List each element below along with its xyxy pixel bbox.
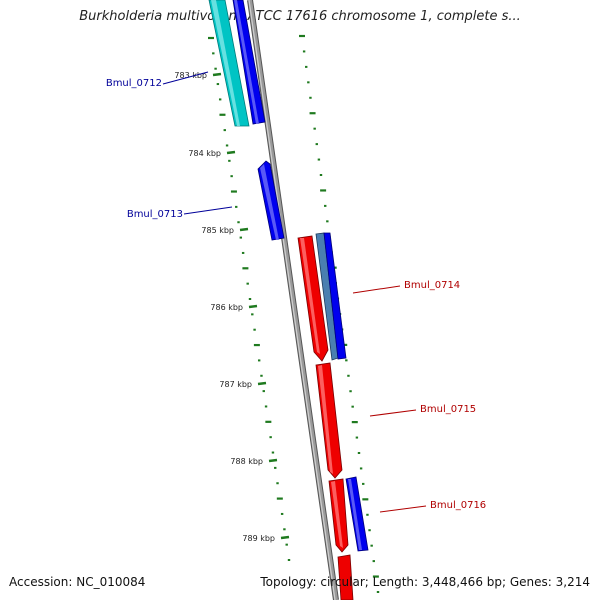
tick-6: 788 kbp (230, 457, 278, 466)
gene-label-bmul-0716[interactable]: Bmul_0716 (379, 500, 486, 513)
tick-label: 784 kbp (188, 149, 221, 158)
gene-feature-bmul-0716-red-highlight (331, 481, 343, 548)
gene-feature-next[interactable] (337, 554, 354, 600)
leader-line (352, 285, 401, 294)
gene-name: Bmul_0715 (420, 404, 476, 415)
tick-4: 786 kbp (210, 303, 258, 312)
leader-line (379, 505, 427, 513)
tick-label: 786 kbp (210, 303, 243, 312)
accession-text: Accession: NC_010084 (9, 575, 146, 589)
gene-labels: Bmul_0712 Bmul_0713 Bmul_0714 Bmul_0715 Bmul… (106, 71, 486, 513)
genome-summary-text: Topology: circular; Length: 3,448,466 bp… (260, 575, 590, 589)
gene-feature-bmul-0713-highlight (260, 164, 279, 240)
gene-feature-bmul-0714-red-highlight (300, 238, 320, 354)
tick-1: 783 kbp (174, 71, 222, 80)
tick-label: 785 kbp (201, 226, 234, 235)
gene-name: Bmul_0712 (106, 78, 162, 89)
gene-feature-bmul-0716-blue-highlight (348, 479, 362, 550)
chromosome-backbone (247, 0, 339, 600)
gene-features (208, 0, 369, 600)
leader-line (183, 206, 233, 215)
gene-feature-bmul-0715-highlight (318, 365, 333, 474)
gene-name: Bmul_0716 (430, 500, 486, 511)
minor-tick-dots (208, 34, 380, 593)
tick-5: 787 kbp (219, 380, 267, 389)
gene-feature-bmul-0714-blue[interactable] (323, 232, 347, 360)
gene-name: Bmul_0713 (127, 209, 183, 220)
tick-7: 789 kbp (242, 534, 290, 543)
tick-2: 784 kbp (188, 149, 236, 158)
gene-feature-bmul-0712-blue-highlight (234, 0, 259, 124)
gene-feature-bmul-0716-blue[interactable] (345, 476, 369, 552)
gene-label-bmul-0714[interactable]: Bmul_0714 (352, 280, 460, 294)
tick-label: 787 kbp (219, 380, 252, 389)
leader-line (369, 409, 417, 417)
gene-name: Bmul_0714 (404, 280, 460, 291)
leader-line (162, 71, 209, 85)
gene-feature-bmul-0712-cyan-highlight (211, 0, 240, 126)
tick-3: 785 kbp (201, 226, 249, 235)
tick-label: 789 kbp (242, 534, 275, 543)
gene-label-bmul-0715[interactable]: Bmul_0715 (369, 404, 476, 417)
gene-label-bmul-0713[interactable]: Bmul_0713 (127, 206, 233, 220)
major-ticks: 783 kbp 784 kbp 785 kbp 786 kbp 787 kbp 788 k… (174, 71, 290, 543)
map-title: Burkholderia multivorans ATCC 17616 chro… (79, 9, 521, 24)
tick-label: 788 kbp (230, 457, 263, 466)
tick-label: 783 kbp (174, 71, 207, 80)
gene-label-bmul-0712[interactable]: Bmul_0712 (106, 71, 209, 89)
